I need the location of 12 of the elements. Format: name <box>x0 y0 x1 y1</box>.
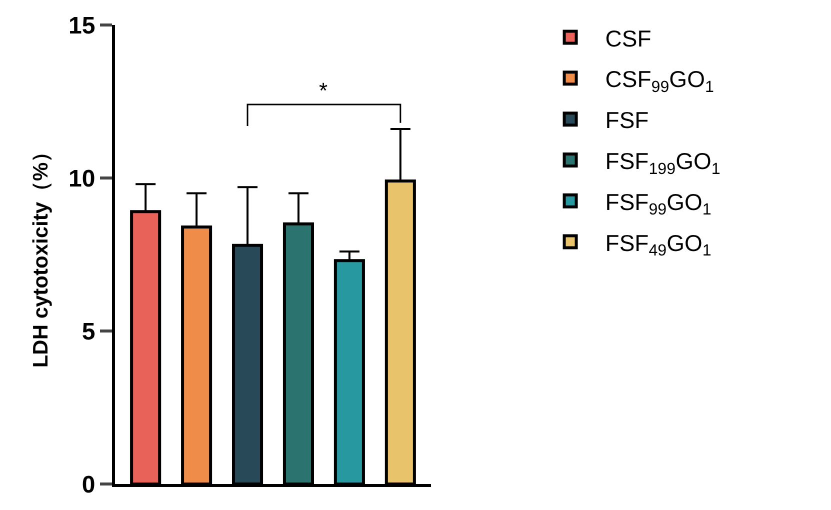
y-tick-label: 0 <box>82 471 96 498</box>
legend-label: FSF <box>605 107 649 134</box>
legend-label: CSF <box>605 25 652 52</box>
y-tick-label: 5 <box>82 318 96 346</box>
legend-label: FSF$_{199}$GO$_{1}$ <box>605 148 720 178</box>
legend-label: FSF$_{99}$GO$_{1}$ <box>605 188 712 219</box>
y-tick-label: 10 <box>68 165 96 192</box>
y-tick-label: 15 <box>68 12 96 40</box>
y-axis-title: LDH cytotoxicity（%） <box>30 141 53 368</box>
legend-label: CSF$_{99}$GO$_{1}$ <box>605 66 714 96</box>
annotation: * <box>319 78 328 103</box>
legend-label: FSF$_{49}$GO$_{1}$ <box>605 230 712 260</box>
